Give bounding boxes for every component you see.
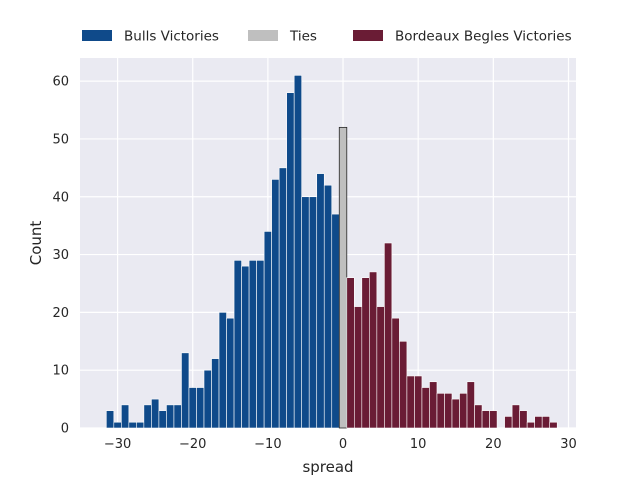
bar (346, 277, 355, 429)
y-axis-ticks: 0 10 20 30 40 50 60 (52, 75, 69, 437)
bar (391, 317, 400, 429)
bar (436, 393, 445, 429)
bar (414, 375, 423, 429)
legend-swatch (353, 30, 383, 41)
bar (158, 410, 167, 429)
y-tick-label: 0 (61, 422, 69, 437)
bar (316, 173, 325, 429)
bar (271, 179, 280, 429)
bar (466, 381, 475, 429)
bar (278, 167, 287, 429)
y-tick-label: 40 (52, 190, 69, 205)
legend-entry: Bordeaux Begles Victories (353, 29, 572, 45)
bar (128, 421, 137, 429)
bar (504, 416, 513, 429)
bar (474, 404, 483, 429)
bar (429, 381, 438, 429)
bar (323, 184, 333, 429)
bar (211, 358, 220, 429)
bar (338, 126, 348, 429)
bar (286, 92, 295, 429)
bar (399, 340, 408, 429)
bar (301, 196, 310, 429)
bar (143, 404, 152, 429)
x-tick-label: −10 (254, 437, 281, 452)
y-tick-label: 10 (52, 364, 69, 379)
y-tick-label: 60 (52, 75, 69, 90)
bar (444, 393, 453, 429)
legend-label: Bordeaux Begles Victories (395, 29, 572, 45)
legend-entry: Ties (248, 29, 317, 45)
bar (188, 387, 197, 429)
histogram-bars (106, 75, 558, 429)
bar (241, 265, 250, 429)
bar (481, 410, 490, 429)
x-tick-label: 10 (410, 437, 427, 452)
bar (526, 421, 535, 429)
x-tick-label: 20 (485, 437, 502, 452)
bar (173, 404, 182, 429)
bar (369, 271, 378, 429)
bar (113, 421, 122, 429)
x-axis-title: spread (302, 458, 353, 476)
legend-swatch (248, 30, 278, 41)
bar (233, 260, 242, 429)
bar (406, 375, 415, 429)
bar (136, 421, 145, 429)
legend-swatch (82, 30, 112, 41)
x-tick-label: 0 (339, 437, 347, 452)
bar (263, 231, 272, 429)
legend-label: Ties (289, 29, 317, 45)
x-tick-label: −30 (104, 437, 131, 452)
bar (331, 213, 340, 429)
bar (354, 306, 363, 429)
bar (511, 404, 520, 429)
bar (534, 416, 543, 429)
bar (451, 398, 460, 429)
bar (489, 410, 498, 429)
bar (361, 277, 370, 429)
bar (121, 404, 130, 429)
bar (384, 242, 393, 429)
bar (376, 306, 385, 429)
bar (218, 312, 227, 429)
bar (293, 75, 302, 429)
bar (196, 387, 205, 429)
legend-entry: Bulls Victories (82, 29, 219, 45)
bar (226, 317, 235, 429)
bar (248, 260, 257, 429)
x-tick-label: 30 (560, 437, 577, 452)
legend: Bulls Victories Ties Bordeaux Begles Victo… (82, 29, 572, 45)
bar (308, 196, 318, 429)
bar (106, 410, 115, 429)
x-tick-label: −20 (179, 437, 206, 452)
bar (151, 398, 160, 429)
bar (203, 369, 212, 429)
y-tick-label: 50 (52, 132, 69, 147)
bar (181, 352, 190, 429)
bar (519, 410, 528, 429)
legend-label: Bulls Victories (124, 29, 219, 45)
y-tick-label: 20 (52, 306, 69, 321)
bar (549, 421, 558, 429)
bar (421, 387, 430, 429)
bar (541, 416, 550, 429)
x-axis-ticks: −30 −20 −10 0 10 20 30 (104, 437, 577, 452)
y-axis-title: Count (27, 221, 45, 266)
y-tick-label: 30 (52, 248, 69, 263)
bar (256, 260, 265, 429)
bar (459, 393, 468, 429)
bar (166, 404, 175, 429)
